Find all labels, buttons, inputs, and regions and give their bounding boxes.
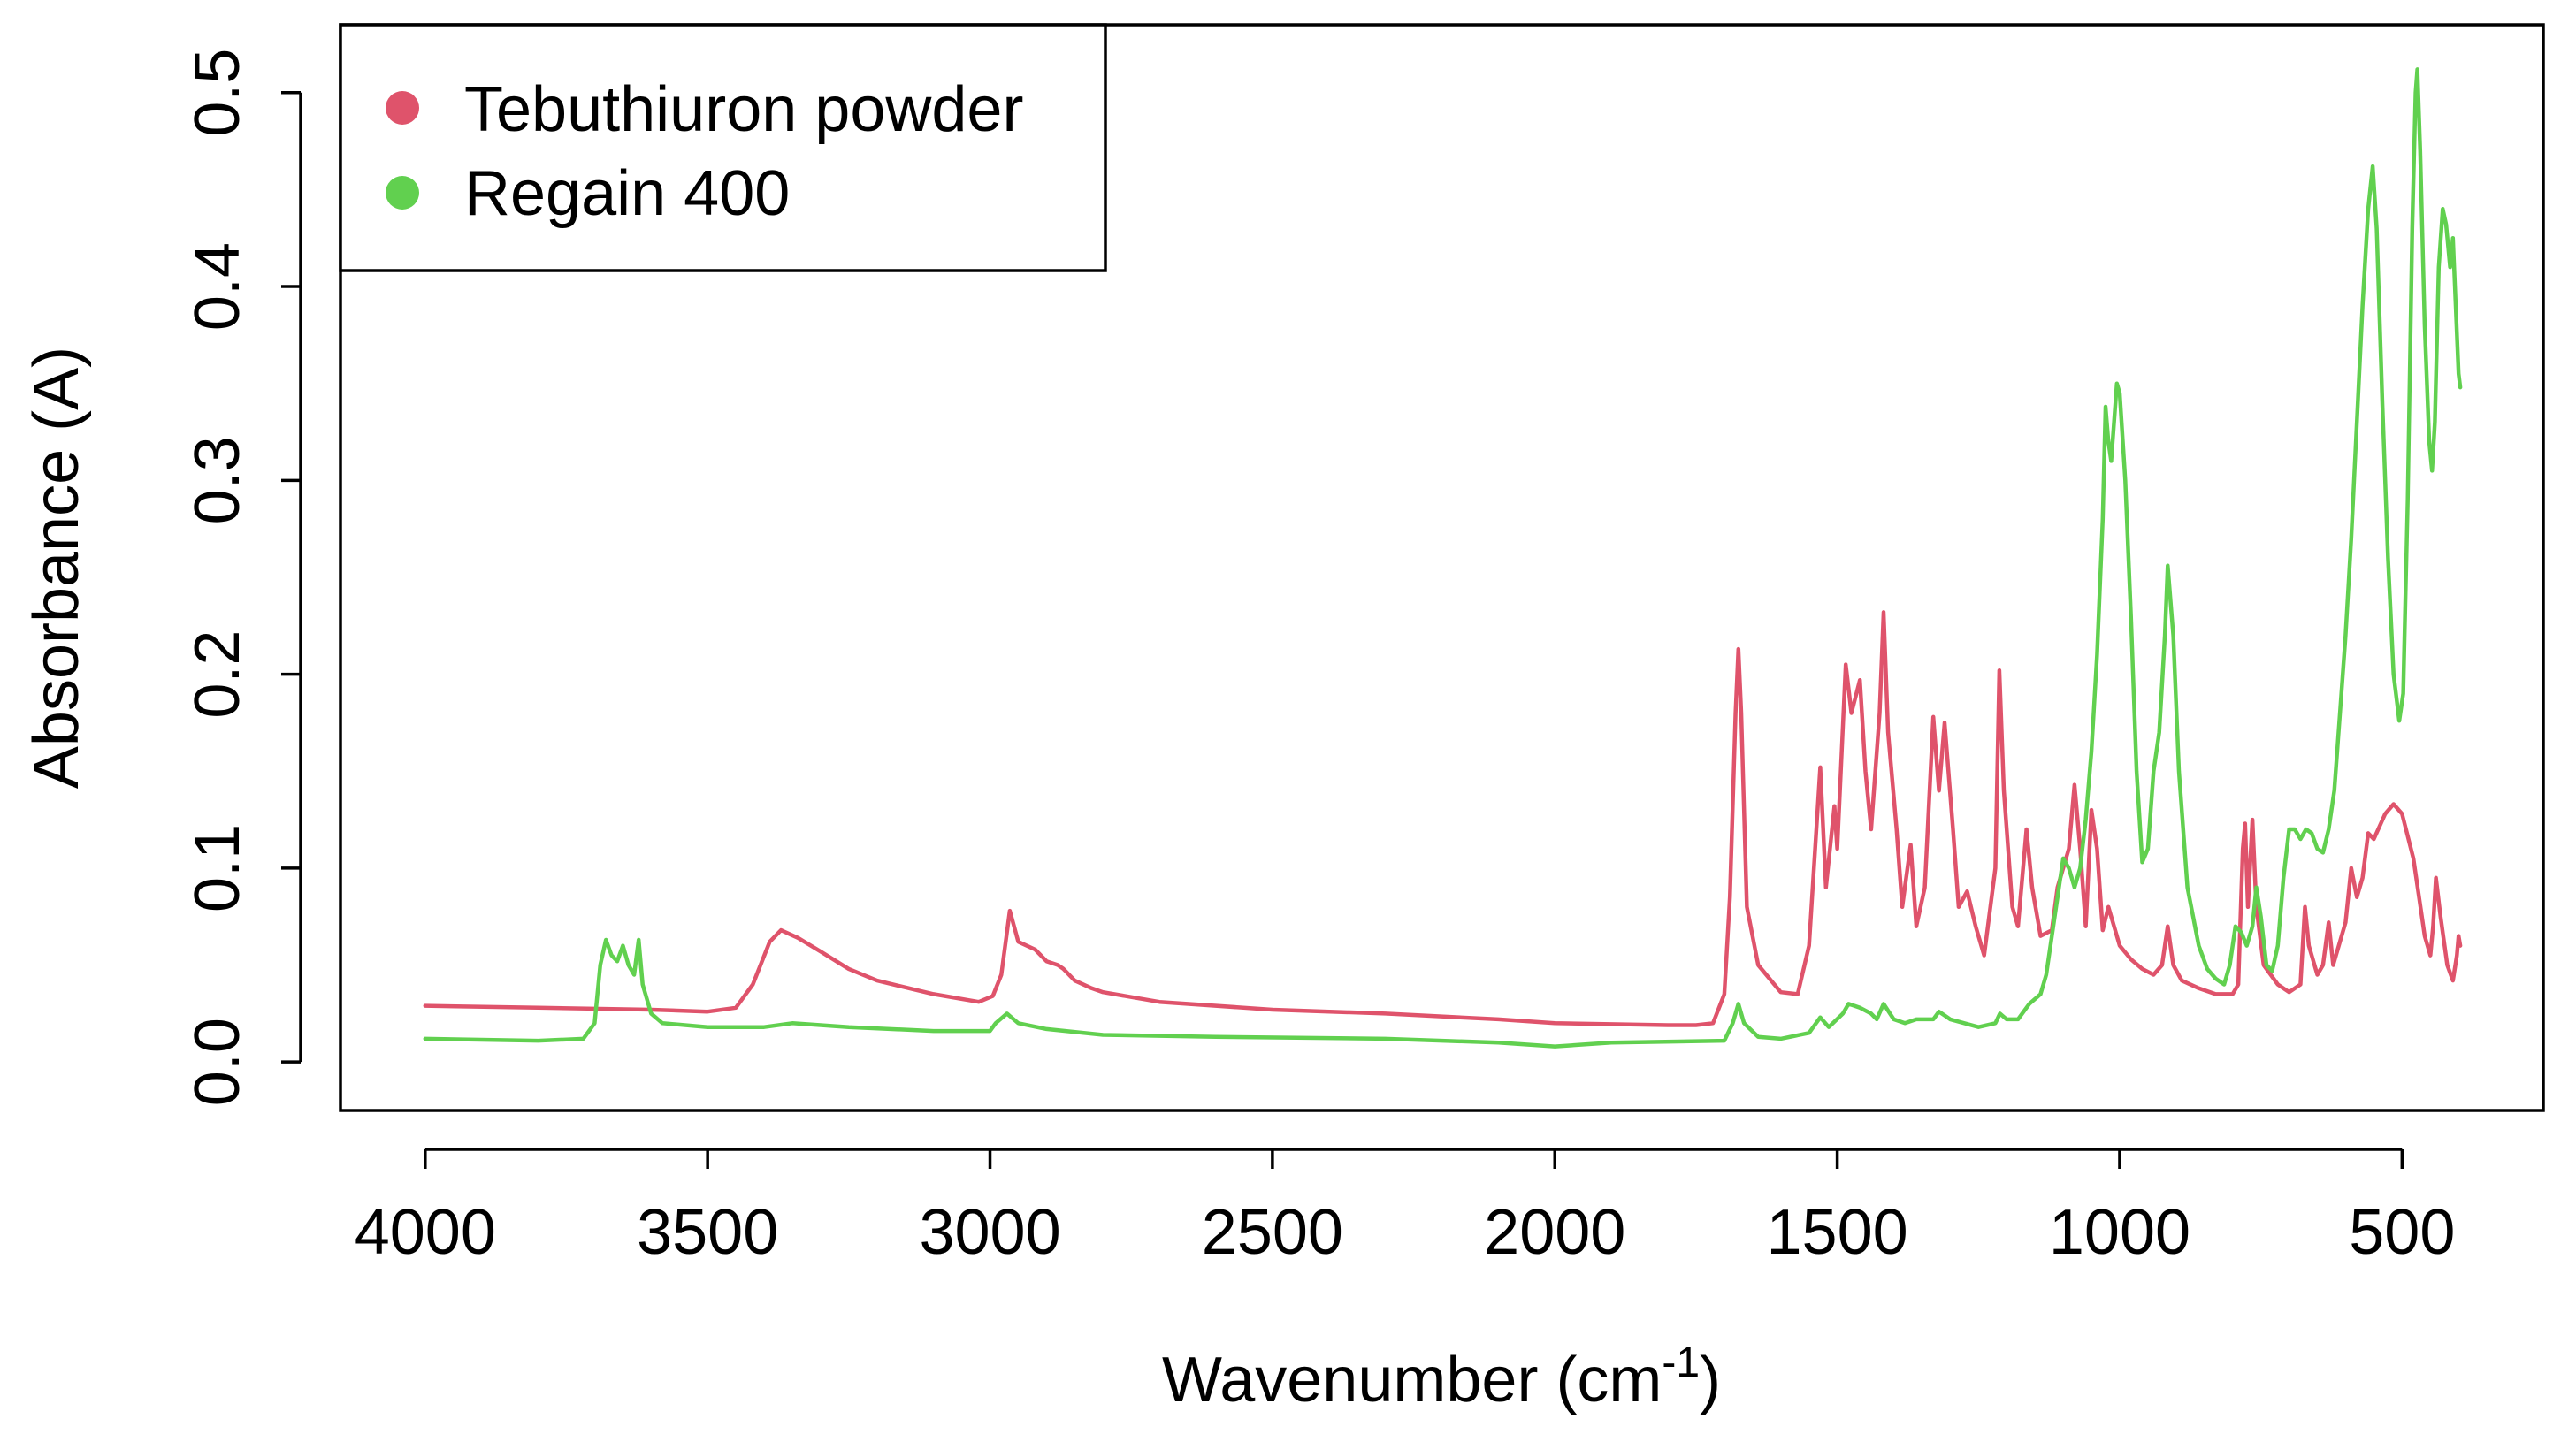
- legend-marker-tebuthiuron: [386, 91, 419, 125]
- plot-frame: [339, 23, 2545, 1112]
- x-axis: 4000 3500 3000 2500 2000 1500 1000 500: [355, 1148, 2455, 1268]
- y-tick-label: 0.4: [182, 242, 253, 331]
- x-axis-title-main: Wavenumber (cm: [1162, 1345, 1662, 1415]
- legend-label-tebuthiuron: Tebuthiuron powder: [464, 74, 1023, 145]
- x-tick-label: 1500: [1767, 1197, 1908, 1268]
- series-line-tebuthiuron: [423, 610, 2463, 1027]
- y-axis: 0.0 0.1 0.2 0.3 0.4 0.5: [182, 49, 302, 1106]
- legend-box: [339, 23, 1107, 272]
- x-tick-label: 4000: [355, 1197, 496, 1268]
- y-tick-label: 0.5: [182, 49, 253, 137]
- series-layer: [423, 67, 2463, 1049]
- x-tick-label: 2500: [1202, 1197, 1343, 1268]
- series-line-regain: [423, 67, 2463, 1049]
- x-axis-title: Wavenumber (cm-1): [1162, 1339, 1721, 1415]
- x-tick-label: 3000: [919, 1197, 1060, 1268]
- legend-label-regain: Regain 400: [464, 158, 790, 229]
- legend-marker-regain: [386, 176, 419, 210]
- y-tick-label: 0.2: [182, 630, 253, 719]
- y-axis-title: Absorbance (A): [21, 347, 92, 789]
- x-tick-label: 2000: [1484, 1197, 1625, 1268]
- y-tick-label: 0.0: [182, 1018, 253, 1106]
- x-axis-title-superscript: -1: [1662, 1339, 1700, 1386]
- y-tick-label: 0.3: [182, 436, 253, 524]
- legend: Tebuthiuron powder Regain 400: [339, 23, 1107, 272]
- x-axis-title-close: ): [1700, 1345, 1721, 1415]
- x-tick-label: 1000: [2049, 1197, 2190, 1268]
- y-tick-label: 0.1: [182, 824, 253, 912]
- x-tick-label: 500: [2349, 1197, 2455, 1268]
- x-tick-label: 3500: [637, 1197, 778, 1268]
